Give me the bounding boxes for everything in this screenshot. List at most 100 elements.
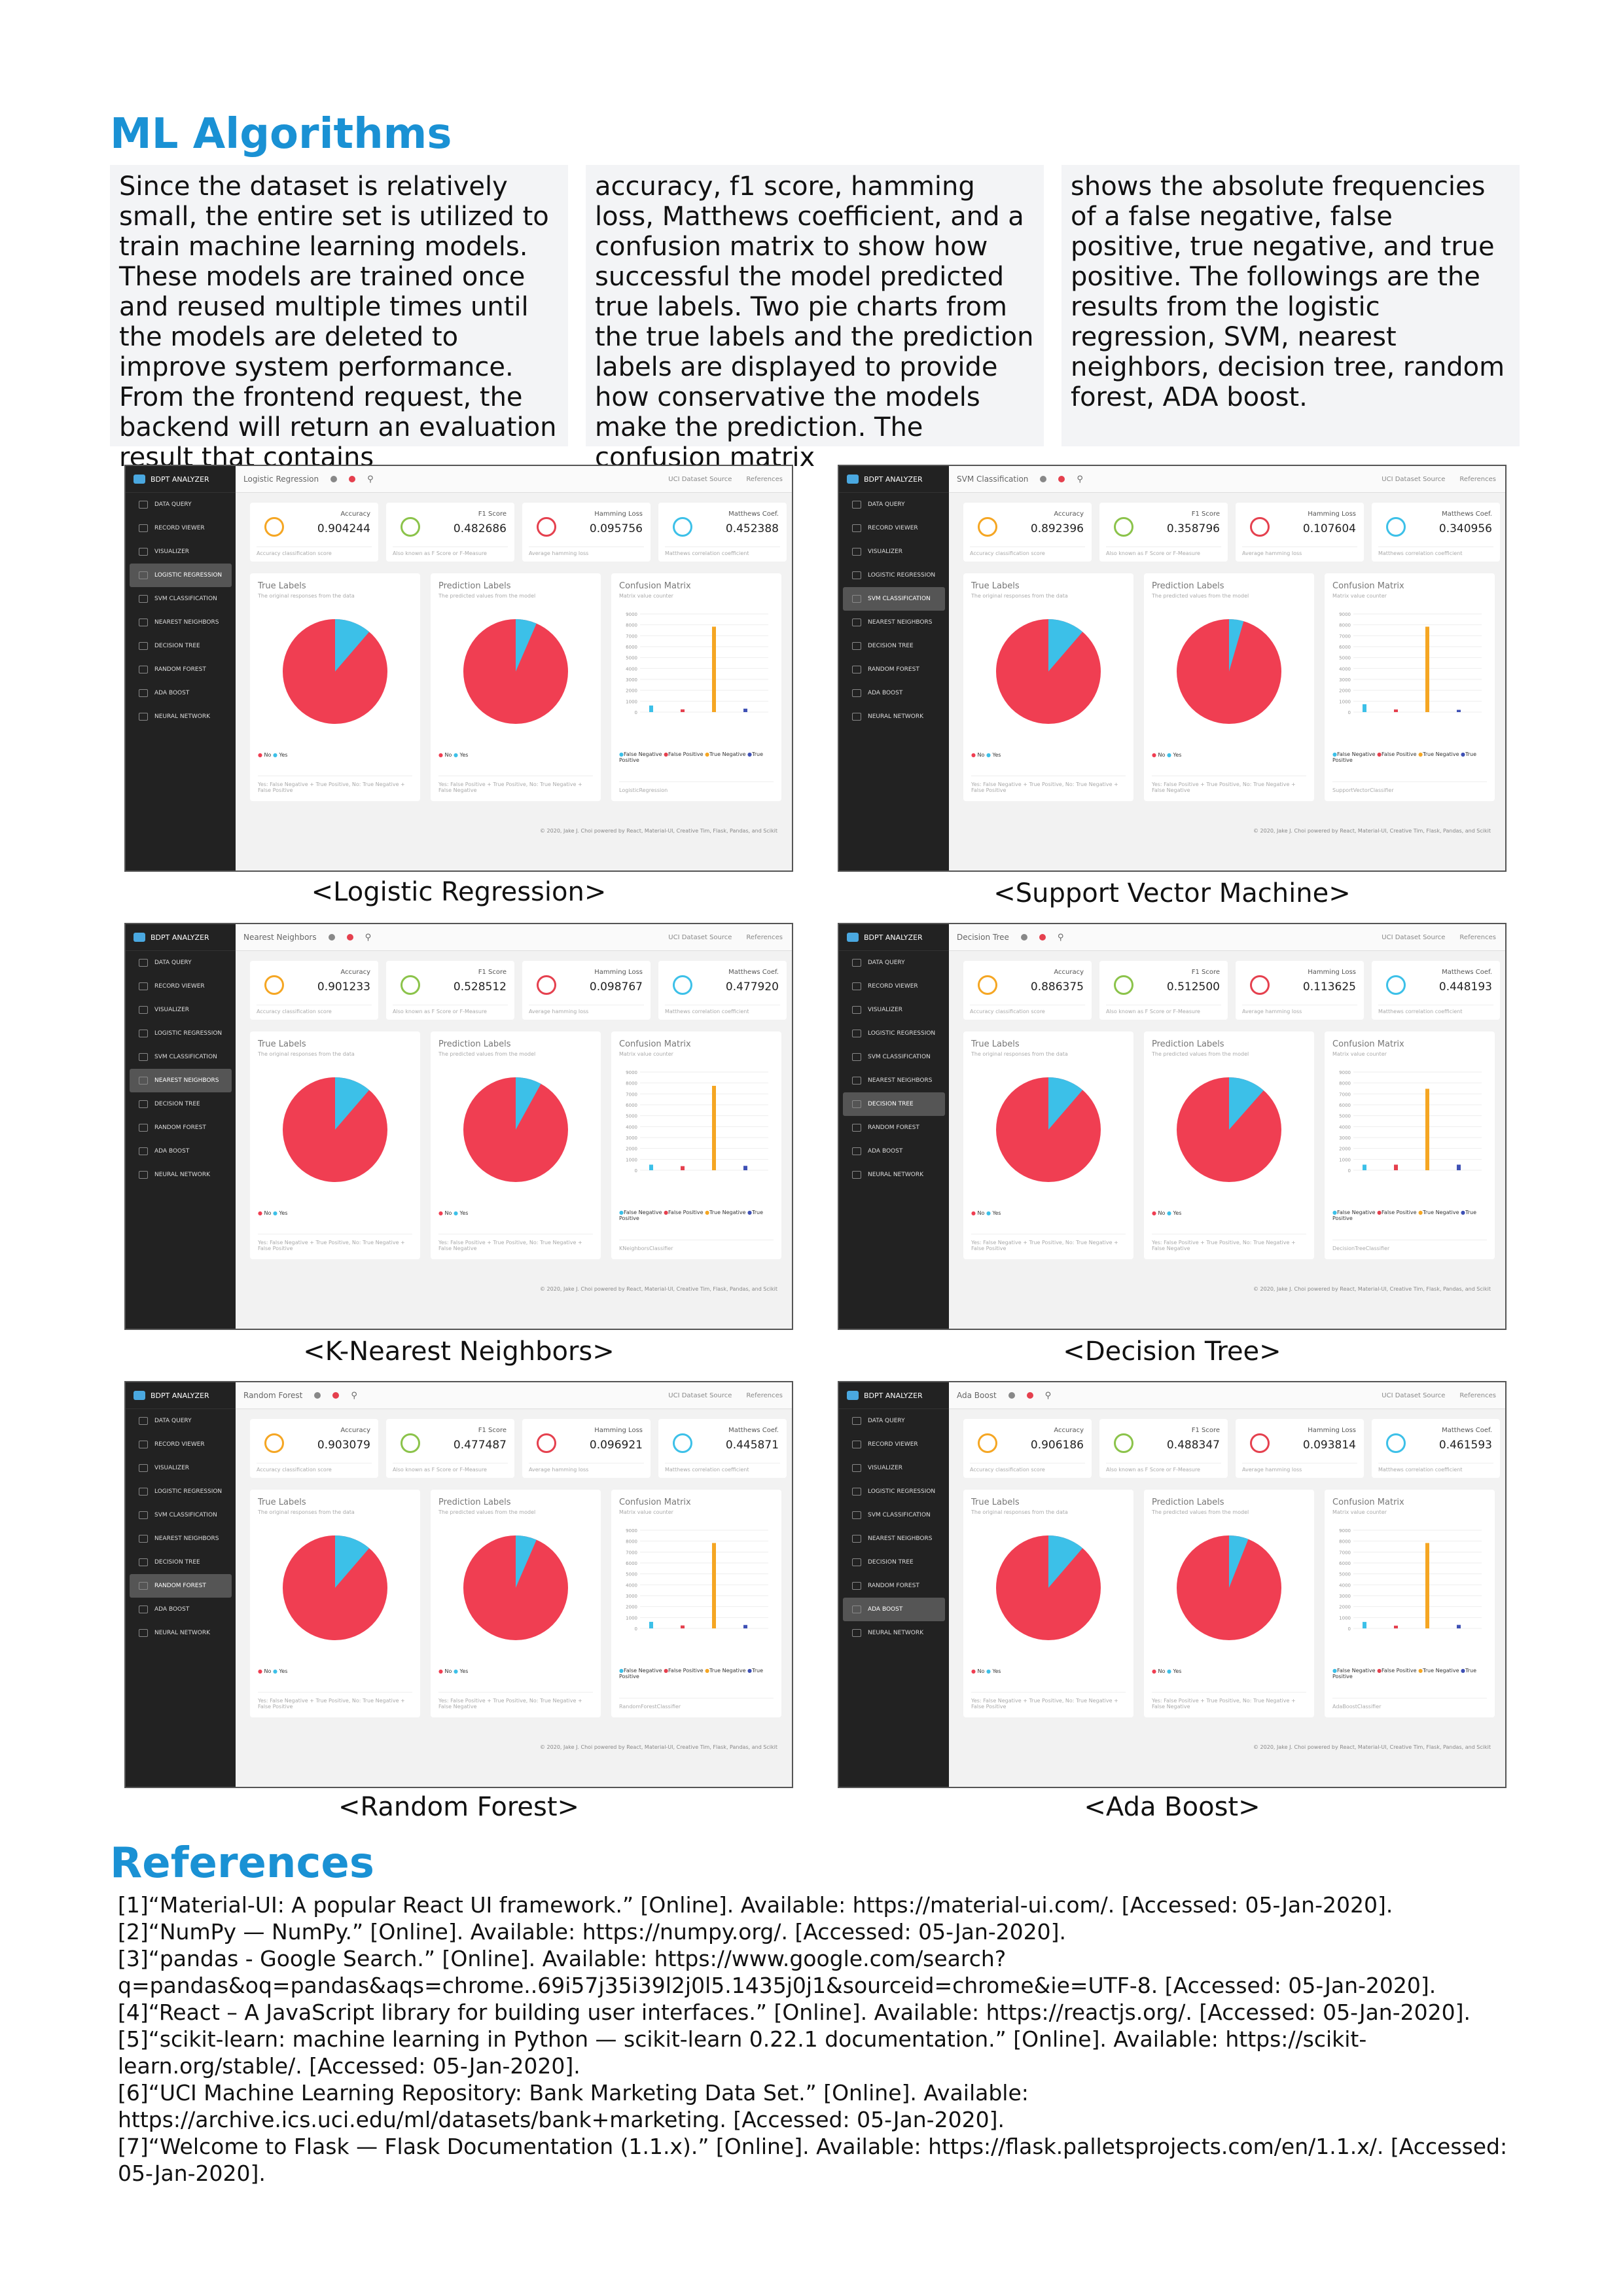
sidebar-item[interactable]: VISUALIZER [130,540,232,564]
dashboard-icon[interactable] [330,476,338,482]
sidebar-item[interactable]: LOGISTIC REGRESSION [130,1480,232,1503]
sidebar-item[interactable]: VISUALIZER [130,998,232,1022]
search-icon[interactable]: ⚲ [1044,1390,1052,1401]
sidebar-item[interactable]: ADA BOOST [843,1139,945,1163]
dashboard-icon[interactable] [1040,476,1047,482]
sidebar-item[interactable]: SVM CLASSIFICATION [130,1503,232,1527]
sidebar-item[interactable]: ADA BOOST [130,1598,232,1621]
sidebar-item[interactable]: SVM CLASSIFICATION [843,587,945,611]
references-link[interactable]: References [746,1391,783,1399]
uci-source-link[interactable]: UCI Dataset Source [668,933,732,941]
sidebar-item[interactable]: ADA BOOST [843,681,945,705]
sidebar-item[interactable]: RANDOM FOREST [843,658,945,681]
metric-card: Accuracy 0.892396 Accuracy classification … [963,503,1092,562]
dashboard-icon[interactable] [1020,934,1027,941]
sidebar-item[interactable]: RECORD VIEWER [130,516,232,540]
sidebar-item[interactable]: DATA QUERY [130,1409,232,1433]
sidebar-item[interactable]: NEURAL NETWORK [843,1163,945,1187]
top-bar: SVM Classification ⚲ UCI Dataset Source Ref… [949,466,1505,493]
dashboard-icon[interactable] [1008,1392,1015,1399]
sidebar-item[interactable]: RANDOM FOREST [130,658,232,681]
sidebar-item[interactable]: DECISION TREE [130,1092,232,1116]
sidebar-item[interactable]: RECORD VIEWER [843,1433,945,1456]
legend-no: ● No [438,752,452,758]
sidebar-item[interactable]: NEURAL NETWORK [130,705,232,728]
sidebar-item[interactable]: RECORD VIEWER [130,1433,232,1456]
sidebar-item[interactable]: DECISION TREE [130,1551,232,1574]
sidebar-item[interactable]: NEAREST NEIGHBORS [130,1527,232,1551]
sidebar-item[interactable]: SVM CLASSIFICATION [843,1503,945,1527]
notification-icon[interactable] [1026,1392,1033,1399]
sidebar-item[interactable]: NEURAL NETWORK [843,705,945,728]
sidebar-item[interactable]: DATA QUERY [130,493,232,516]
search-icon[interactable]: ⚲ [351,1390,357,1401]
sidebar-item[interactable]: RANDOM FOREST [843,1574,945,1598]
sidebar-item[interactable]: RANDOM FOREST [843,1116,945,1139]
uci-source-link[interactable]: UCI Dataset Source [668,1391,732,1399]
uci-source-link[interactable]: UCI Dataset Source [1382,1391,1446,1399]
sidebar-item[interactable]: DATA QUERY [130,951,232,975]
notification-icon[interactable] [1039,934,1046,941]
sidebar-item[interactable]: NEAREST NEIGHBORS [843,611,945,634]
sidebar-item[interactable]: DECISION TREE [843,634,945,658]
sidebar-item[interactable]: LOGISTIC REGRESSION [130,564,232,587]
sidebar-item[interactable]: RECORD VIEWER [843,975,945,998]
metric-card: Hamming Loss 0.095756 Average hamming loss [522,503,651,562]
sidebar-item[interactable]: NEAREST NEIGHBORS [130,611,232,634]
references-link[interactable]: References [1459,1391,1496,1399]
sidebar-item[interactable]: RANDOM FOREST [130,1116,232,1139]
sidebar-item[interactable]: DECISION TREE [130,634,232,658]
sidebar-item[interactable]: ADA BOOST [843,1598,945,1621]
sidebar-item[interactable]: ADA BOOST [130,681,232,705]
notification-icon[interactable] [346,934,353,941]
dashboard-icon[interactable] [314,1392,321,1399]
sidebar-item[interactable]: DECISION TREE [843,1092,945,1116]
sidebar-item[interactable]: NEAREST NEIGHBORS [130,1069,232,1092]
sidebar-item[interactable]: VISUALIZER [843,1456,945,1480]
sidebar-item[interactable]: VISUALIZER [843,998,945,1022]
references-link[interactable]: References [746,933,783,941]
nav-icon [852,642,861,650]
sidebar-item[interactable]: DATA QUERY [843,1409,945,1433]
sidebar-item[interactable]: NEURAL NETWORK [843,1621,945,1645]
sidebar-item[interactable]: DECISION TREE [843,1551,945,1574]
notification-icon[interactable] [349,476,356,482]
sidebar-item[interactable]: RECORD VIEWER [843,516,945,540]
sidebar-item[interactable]: LOGISTIC REGRESSION [843,1480,945,1503]
sidebar-item[interactable]: LOGISTIC REGRESSION [843,1022,945,1045]
sidebar-item[interactable]: NEURAL NETWORK [130,1163,232,1187]
sidebar-item[interactable]: SVM CLASSIFICATION [130,587,232,611]
top-links: UCI Dataset Source References [1382,934,1496,941]
sidebar-item[interactable]: LOGISTIC REGRESSION [843,564,945,587]
sidebar-item[interactable]: SVM CLASSIFICATION [130,1045,232,1069]
dashboard-icon[interactable] [328,934,335,941]
notification-icon[interactable] [332,1392,340,1399]
sidebar-item[interactable]: RANDOM FOREST [130,1574,232,1598]
intro-column-1: Since the dataset is relatively small, t… [110,165,568,473]
uci-source-link[interactable]: UCI Dataset Source [1382,475,1446,483]
notification-icon[interactable] [1058,476,1065,482]
sidebar-item[interactable]: VISUALIZER [843,540,945,564]
uci-source-link[interactable]: UCI Dataset Source [1382,933,1446,941]
sidebar-item[interactable]: VISUALIZER [130,1456,232,1480]
sidebar-item[interactable]: DATA QUERY [843,493,945,516]
search-icon[interactable]: ⚲ [367,474,374,484]
references-link[interactable]: References [1459,933,1496,941]
sidebar-item-label: VISUALIZER [154,1007,190,1013]
y-tick-label: 9000 [1339,1528,1351,1534]
references-link[interactable]: References [746,475,783,483]
sidebar-item[interactable]: NEAREST NEIGHBORS [843,1069,945,1092]
sidebar-item[interactable]: ADA BOOST [130,1139,232,1163]
search-icon[interactable]: ⚲ [1057,932,1064,942]
sidebar-item[interactable]: SVM CLASSIFICATION [843,1045,945,1069]
search-icon[interactable]: ⚲ [365,932,372,942]
references-link[interactable]: References [1459,475,1496,483]
sidebar-item[interactable]: LOGISTIC REGRESSION [130,1022,232,1045]
search-icon[interactable]: ⚲ [1077,474,1083,484]
sidebar-item[interactable]: RECORD VIEWER [130,975,232,998]
nav-icon [852,1417,861,1425]
sidebar-item[interactable]: NEAREST NEIGHBORS [843,1527,945,1551]
uci-source-link[interactable]: UCI Dataset Source [668,475,732,483]
sidebar-item[interactable]: NEURAL NETWORK [130,1621,232,1645]
sidebar-item[interactable]: DATA QUERY [843,951,945,975]
